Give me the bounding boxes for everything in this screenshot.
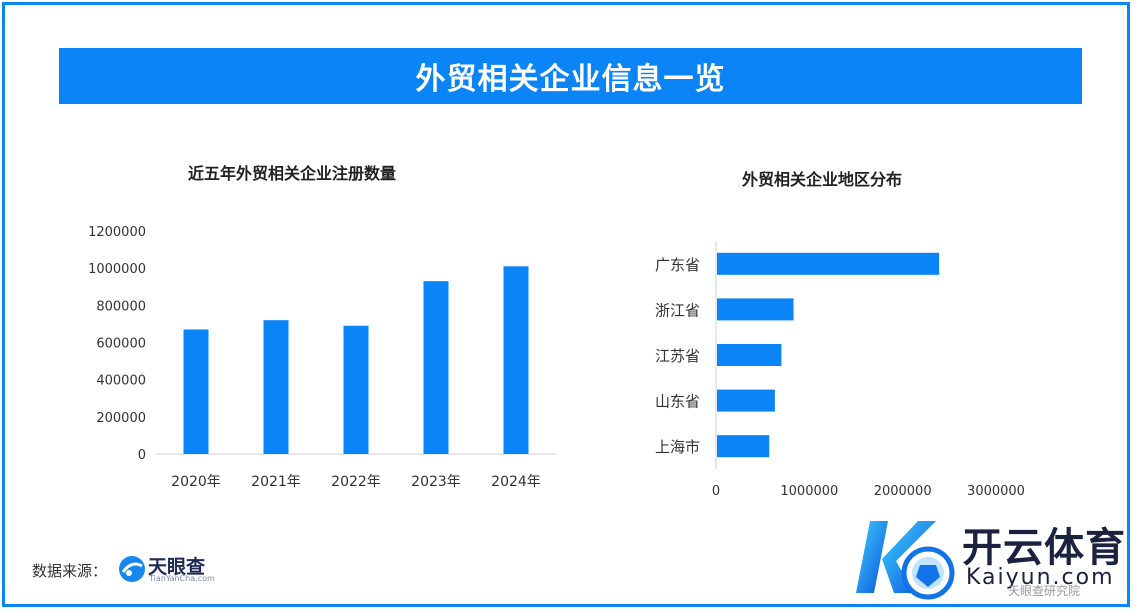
y-category-label: 江苏省: [655, 347, 700, 365]
y-category-label: 广东省: [655, 256, 700, 274]
x-tick-label: 2022年: [331, 474, 381, 490]
y-category-label: 上海市: [655, 438, 700, 456]
x-tick-label: 2020年: [171, 474, 221, 490]
x-tick-label: 0: [712, 484, 720, 499]
tianyancha-name: 天眼查: [148, 556, 206, 578]
page-frame: [2, 2, 1130, 607]
tianyancha-sub: TianYanCha.com: [149, 574, 215, 583]
bar-山东省: [717, 389, 775, 412]
source-label: 数据来源：: [32, 562, 108, 580]
y-tick-label: 400000: [96, 374, 146, 389]
y-tick-label: 200000: [96, 411, 146, 426]
bar-江苏省: [717, 344, 782, 366]
x-tick-label: 1000000: [780, 484, 838, 499]
kaiyun-logo-icon: [856, 521, 955, 600]
kaiyun-domain: Kaiyun.com: [966, 565, 1115, 590]
x-tick-label: 2021年: [251, 474, 301, 490]
y-tick-label: 600000: [96, 337, 146, 352]
bar-2022年: [343, 325, 369, 454]
bar-上海市: [717, 435, 770, 458]
page-title: 外贸相关企业信息一览: [415, 62, 726, 97]
kaiyun-brand: 开云体育: [962, 525, 1126, 571]
x-tick-label: 2024年: [491, 474, 541, 490]
bar-浙江省: [717, 298, 794, 321]
y-category-label: 山东省: [655, 393, 700, 411]
x-tick-label: 3000000: [967, 484, 1025, 499]
tianyancha-logo: 天眼查 TianYanCha.com: [117, 552, 222, 586]
tianyancha-logo-icon: [119, 556, 145, 582]
y-category-label: 浙江省: [655, 301, 700, 319]
header-banner: 外贸相关企业信息一览: [59, 48, 1082, 104]
x-tick-label: 2023年: [411, 474, 461, 490]
bar-2021年: [263, 320, 289, 454]
y-tick-label: 1200000: [88, 225, 146, 240]
bar-2024年: [503, 266, 529, 454]
y-tick-label: 0: [138, 448, 146, 463]
registration-bar-chart: 0 200000 400000 600000 800000 1000000 1200000 2…: [88, 225, 556, 490]
chart1-title: 近五年外贸相关企业注册数量: [188, 164, 397, 183]
bar-2020年: [183, 329, 209, 454]
kaiyun-watermark: 开云体育 Kaiyun.com 天眼查研究院: [848, 515, 1128, 607]
watermark-org: 天眼查研究院: [1008, 584, 1081, 598]
y-tick-label: 1000000: [88, 262, 146, 277]
chart2-title: 外贸相关企业地区分布: [742, 170, 903, 189]
bar-2023年: [423, 281, 449, 454]
x-tick-label: 2000000: [874, 484, 932, 499]
bar-广东省: [717, 252, 940, 275]
y-tick-label: 800000: [96, 299, 146, 314]
